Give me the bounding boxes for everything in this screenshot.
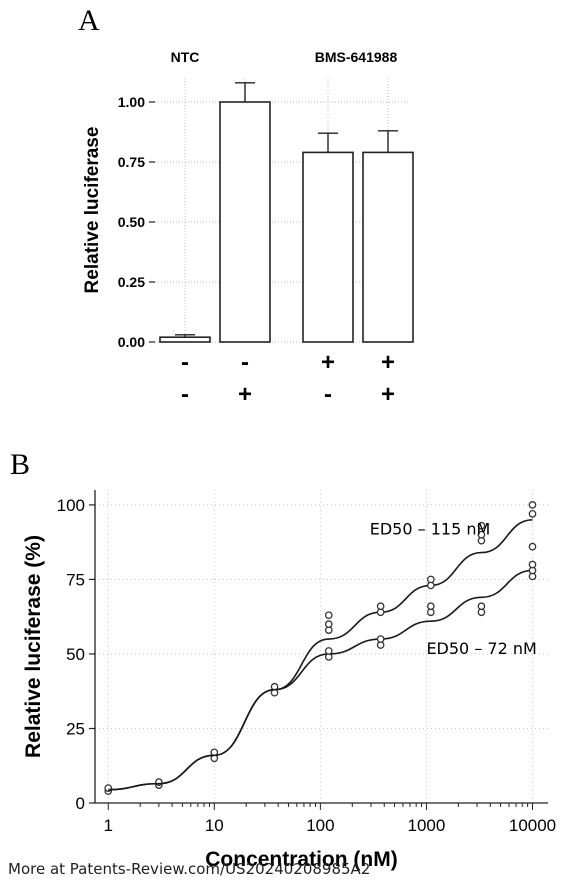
group-label: NTC bbox=[171, 49, 200, 65]
ed50-annotation: ED50 – 72 nM bbox=[426, 639, 536, 658]
treatment-sign: - bbox=[324, 381, 332, 408]
treatment-sign: + bbox=[321, 349, 335, 376]
chart-a: 0.00 0.25 0.50 0.75 1.00 Relative luciferase N… bbox=[82, 49, 413, 408]
data-point bbox=[377, 636, 383, 642]
bar bbox=[303, 152, 353, 342]
y-tick-label: 0 bbox=[76, 794, 85, 813]
data-point bbox=[326, 621, 332, 627]
bar bbox=[220, 102, 270, 342]
treatment-sign: - bbox=[181, 381, 189, 408]
y-tick-label: 25 bbox=[66, 719, 85, 738]
y-tick-label: 1.00 bbox=[118, 94, 145, 110]
x-tick-label: 10000 bbox=[509, 816, 556, 835]
fit-curve bbox=[108, 570, 532, 789]
treatment-sign: - bbox=[241, 349, 249, 376]
panel-label-b: B bbox=[10, 448, 30, 481]
treatment-sign: - bbox=[181, 349, 189, 376]
y-tick-label: 0.00 bbox=[118, 334, 145, 350]
bar bbox=[363, 152, 413, 342]
y-axis-label: Relative luciferase bbox=[82, 127, 103, 294]
y-tick-label: 50 bbox=[66, 645, 85, 664]
x-tick-label: 10 bbox=[205, 816, 224, 835]
data-point bbox=[428, 576, 434, 582]
y-tick-label: 75 bbox=[66, 570, 85, 589]
bar bbox=[160, 337, 210, 342]
x-tick-label: 100 bbox=[306, 816, 334, 835]
ed50-annotation: ED50 – 115 nM bbox=[370, 520, 491, 539]
y-tick-label: 0.50 bbox=[118, 214, 145, 230]
y-tick-label: 100 bbox=[57, 496, 85, 515]
treatment-sign: + bbox=[238, 381, 252, 408]
y-tick-label: 0.25 bbox=[118, 274, 145, 290]
data-point bbox=[529, 511, 535, 517]
chart-b: 0 25 50 75 100 1 10 100 1000 10000 Relative lucife… bbox=[22, 490, 556, 871]
data-point bbox=[377, 603, 383, 609]
treatment-sign: + bbox=[381, 349, 395, 376]
treatment-sign: + bbox=[381, 381, 395, 408]
panel-label-a: A bbox=[78, 4, 100, 37]
x-tick-label: 1 bbox=[104, 816, 113, 835]
data-point bbox=[529, 561, 535, 567]
data-point bbox=[326, 648, 332, 654]
data-point bbox=[529, 543, 535, 549]
y-axis-label: Relative luciferase (%) bbox=[22, 535, 45, 758]
data-point bbox=[428, 603, 434, 609]
y-tick-label: 0.75 bbox=[118, 154, 145, 170]
data-point bbox=[529, 502, 535, 508]
data-point bbox=[478, 603, 484, 609]
data-point bbox=[326, 612, 332, 618]
footer-text: More at Patents-Review.com/US20240208985… bbox=[8, 860, 370, 878]
group-label: BMS-641988 bbox=[315, 49, 398, 65]
x-tick-label: 1000 bbox=[408, 816, 446, 835]
